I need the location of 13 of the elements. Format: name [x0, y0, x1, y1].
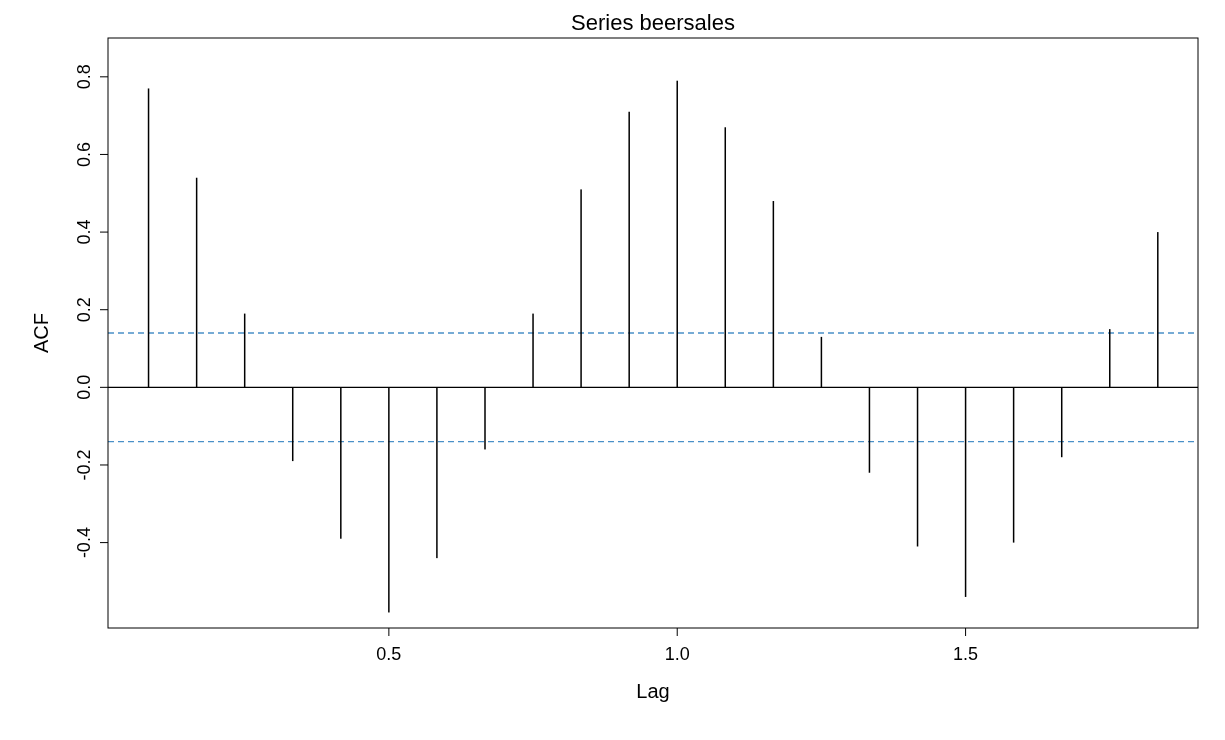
y-axis-title: ACF — [30, 313, 52, 353]
y-tick-label: 0.0 — [74, 374, 94, 400]
y-tick-label: -0.4 — [74, 527, 94, 559]
x-tick-label: 1.0 — [664, 644, 690, 664]
y-tick-label: 0.6 — [74, 141, 94, 167]
x-tick-label: 0.5 — [376, 644, 402, 664]
x-axis-title: Lag — [636, 680, 670, 702]
x-tick-label: 1.5 — [953, 644, 979, 664]
y-tick-label: 0.8 — [74, 64, 94, 90]
y-tick-label: -0.2 — [74, 449, 94, 481]
y-tick-label: 0.4 — [74, 219, 94, 245]
y-tick-label: 0.2 — [74, 297, 94, 323]
chart-title: Series beersales — [571, 10, 735, 35]
